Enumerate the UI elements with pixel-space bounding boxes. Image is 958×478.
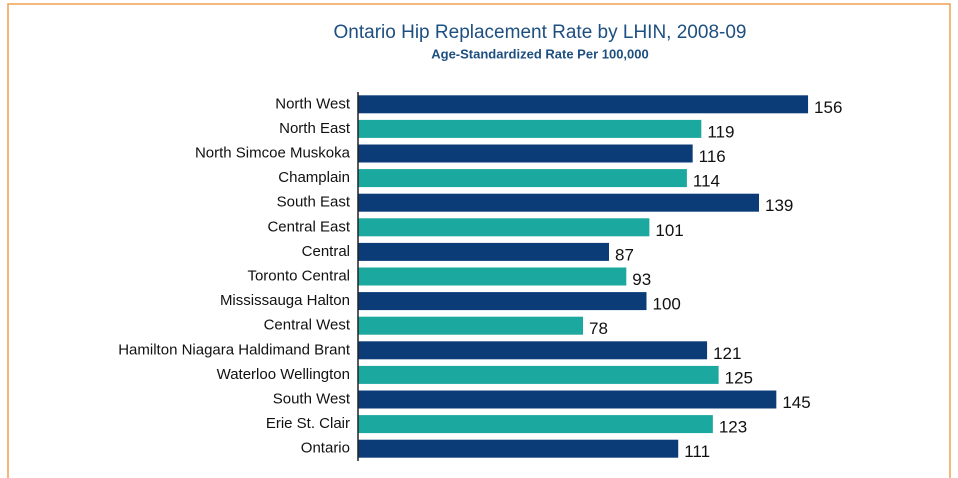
bar	[358, 267, 627, 286]
bar	[358, 242, 609, 261]
bar	[358, 95, 809, 114]
data-label: 121	[713, 344, 741, 363]
y-tick-label: Hamilton Niagara Haldimand Brant	[118, 341, 351, 358]
y-tick-label: Central East	[267, 218, 350, 235]
bar	[358, 144, 693, 163]
y-tick-label: Central	[302, 243, 350, 260]
data-label: 123	[719, 418, 747, 437]
bar	[358, 365, 719, 384]
y-tick-label: Mississauga Halton	[220, 292, 350, 309]
y-tick-label: North Simcoe Muskoka	[195, 144, 351, 161]
y-tick-label: North East	[279, 120, 351, 137]
data-label: 114	[693, 172, 720, 191]
data-label: 101	[655, 221, 683, 240]
frame	[7, 3, 951, 478]
bar	[358, 341, 708, 360]
y-tick-label: Central West	[264, 317, 351, 334]
bar	[358, 218, 650, 237]
y-tick-label: South East	[277, 194, 351, 211]
bar	[358, 193, 760, 212]
y-tick-label: Toronto Central	[247, 267, 350, 284]
data-label: 145	[782, 393, 810, 412]
y-tick-label: Champlain	[278, 169, 350, 186]
bar	[358, 169, 687, 188]
y-tick-label: Erie St. Clair	[266, 415, 350, 432]
y-tick-label: Waterloo Wellington	[217, 366, 350, 383]
bar	[358, 316, 584, 335]
bar	[358, 292, 647, 311]
data-label: 119	[707, 122, 734, 141]
data-label: 93	[632, 270, 651, 289]
chart-title: Ontario Hip Replacement Rate by LHIN, 20…	[334, 22, 747, 43]
bar	[358, 415, 713, 434]
data-label: 116	[699, 147, 726, 166]
data-label: 139	[765, 196, 793, 215]
data-label: 100	[653, 295, 681, 314]
data-label: 78	[589, 319, 608, 338]
data-label: 125	[725, 368, 753, 387]
y-tick-label: North West	[275, 95, 351, 112]
data-label: 111	[684, 442, 710, 461]
y-tick-label: Ontario	[301, 440, 350, 457]
data-label: 156	[814, 98, 842, 117]
y-tick-label: South West	[273, 390, 351, 407]
chart-subtitle: Age-Standardized Rate Per 100,000	[431, 46, 648, 61]
bar	[358, 439, 679, 458]
bar	[358, 390, 777, 409]
bar	[358, 119, 702, 138]
data-label: 87	[615, 245, 634, 264]
